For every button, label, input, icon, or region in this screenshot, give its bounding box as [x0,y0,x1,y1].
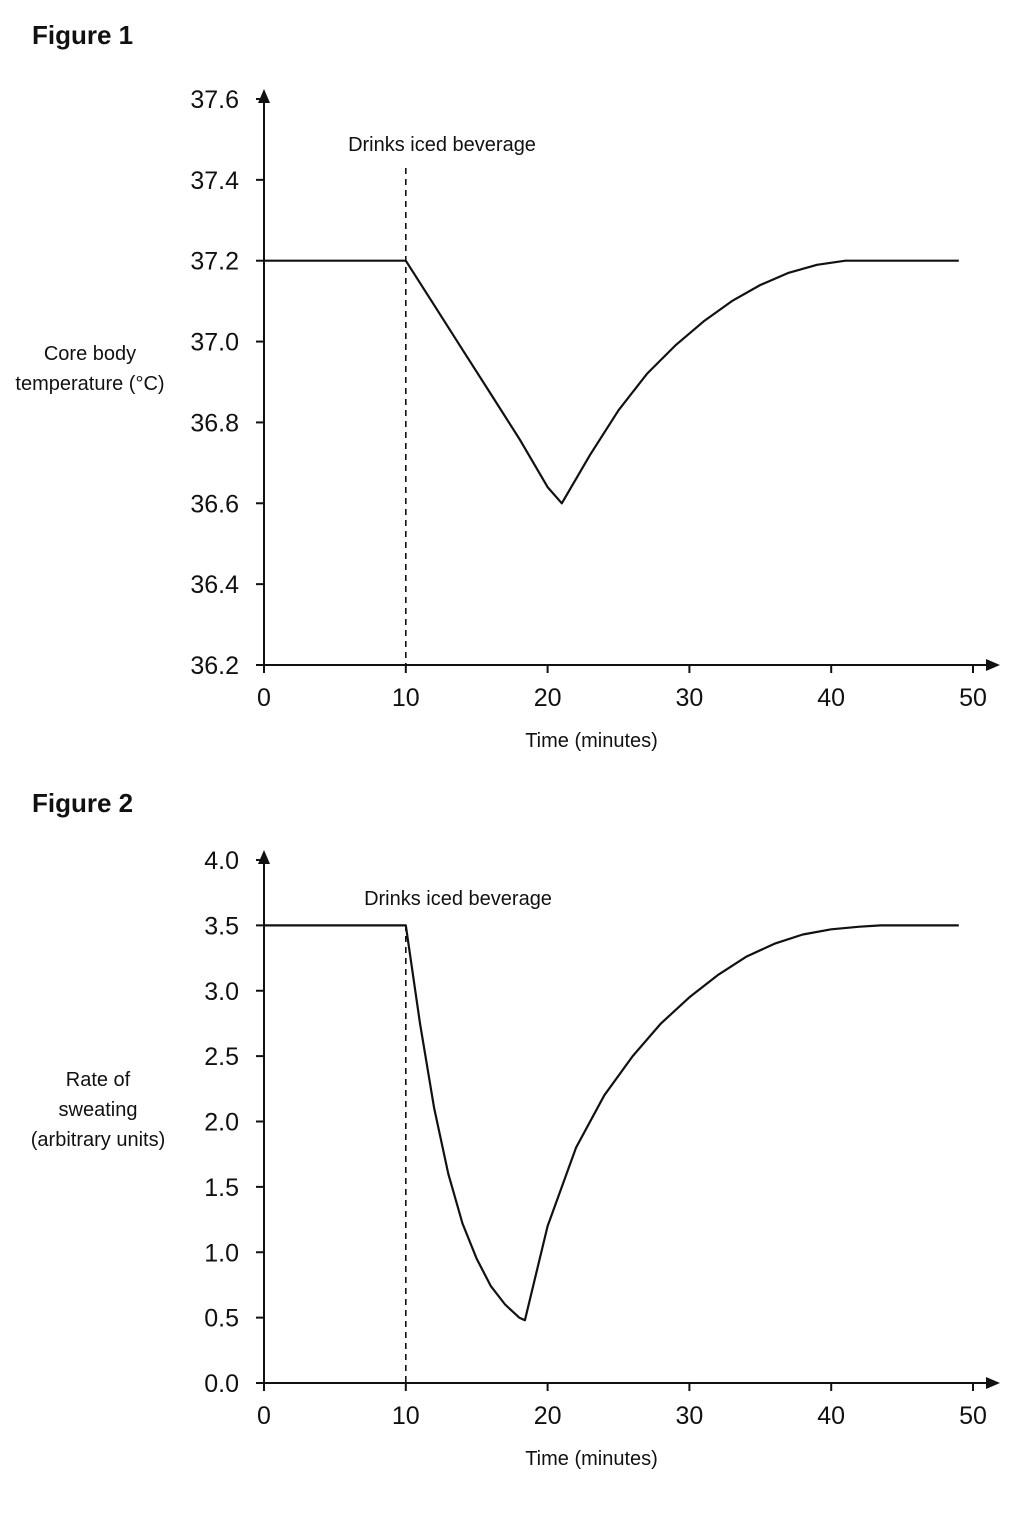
chart-1-x-tick-label: 20 [534,684,562,712]
chart-1-group [256,89,1000,673]
chart-1-y-tick-label: 37.4 [190,167,239,195]
chart-1-y-tick-label: 37.6 [190,86,239,114]
chart-1-annotation-text: Drinks iced beverage [348,134,536,156]
chart-2-y-tick-label: 0.0 [204,1370,239,1398]
chart-2-x-tick-label: 30 [675,1402,703,1430]
chart-2-y-tick-label: 0.5 [204,1305,239,1333]
chart-2-series-line [264,924,959,1322]
chart-1-y-tick-label: 37.2 [190,248,239,276]
chart-1-y-axis-label: Core body [44,343,136,365]
chart-2-y-tick-label: 2.5 [204,1043,239,1071]
chart-1-x-tick-label: 50 [959,684,987,712]
figure-1-title: Figure 1 [32,20,134,50]
chart-1-x-tick-label: 10 [392,684,420,712]
chart-2-y-tick-label: 3.5 [204,912,239,940]
chart-2-annotation-text: Drinks iced beverage [364,888,552,910]
chart-1-y-axis-label: temperature (°C) [15,373,164,395]
chart-1-x-tick-label: 0 [257,684,271,712]
chart-2-y-tick-label: 1.0 [204,1239,239,1267]
chart-1-y-tick-label: 36.6 [190,490,239,518]
chart-2-y-tick-label: 2.0 [204,1109,239,1137]
chart-1-x-axis-arrow [986,659,1000,671]
chart-1-y-tick-label: 36.4 [190,571,239,599]
chart-2-x-tick-label: 50 [959,1402,987,1430]
chart-1-x-tick-label: 40 [817,684,845,712]
chart-1-y-axis-arrow [258,89,270,103]
figure-2-title: Figure 2 [32,788,134,818]
chart-1-x-axis-label: Time (minutes) [525,730,658,752]
chart-2-x-axis-label: Time (minutes) [525,1448,658,1470]
chart-1-x-tick-label: 30 [675,684,703,712]
chart-2-y-axis-label: sweating [59,1099,138,1121]
chart-1-y-tick-label: 36.2 [190,652,239,680]
chart-2-y-axis-arrow [258,850,270,864]
chart-2-x-tick-label: 20 [534,1402,562,1430]
chart-2-x-tick-label: 10 [392,1402,420,1430]
chart-2-x-tick-label: 0 [257,1402,271,1430]
chart-2-x-axis-arrow [986,1377,1000,1389]
chart-2-y-axis-label: (arbitrary units) [31,1129,165,1151]
chart-2-y-tick-label: 4.0 [204,847,239,875]
chart-2-y-tick-label: 3.0 [204,978,239,1006]
chart-2-x-tick-label: 40 [817,1402,845,1430]
chart-1-y-tick-label: 37.0 [190,329,239,357]
chart-1-series-line [264,259,959,505]
chart-2-y-axis-label: Rate of [66,1069,131,1091]
chart-1-y-tick-label: 36.8 [190,409,239,437]
chart-2-y-tick-label: 1.5 [204,1174,239,1202]
chart-2-group [256,850,1000,1391]
